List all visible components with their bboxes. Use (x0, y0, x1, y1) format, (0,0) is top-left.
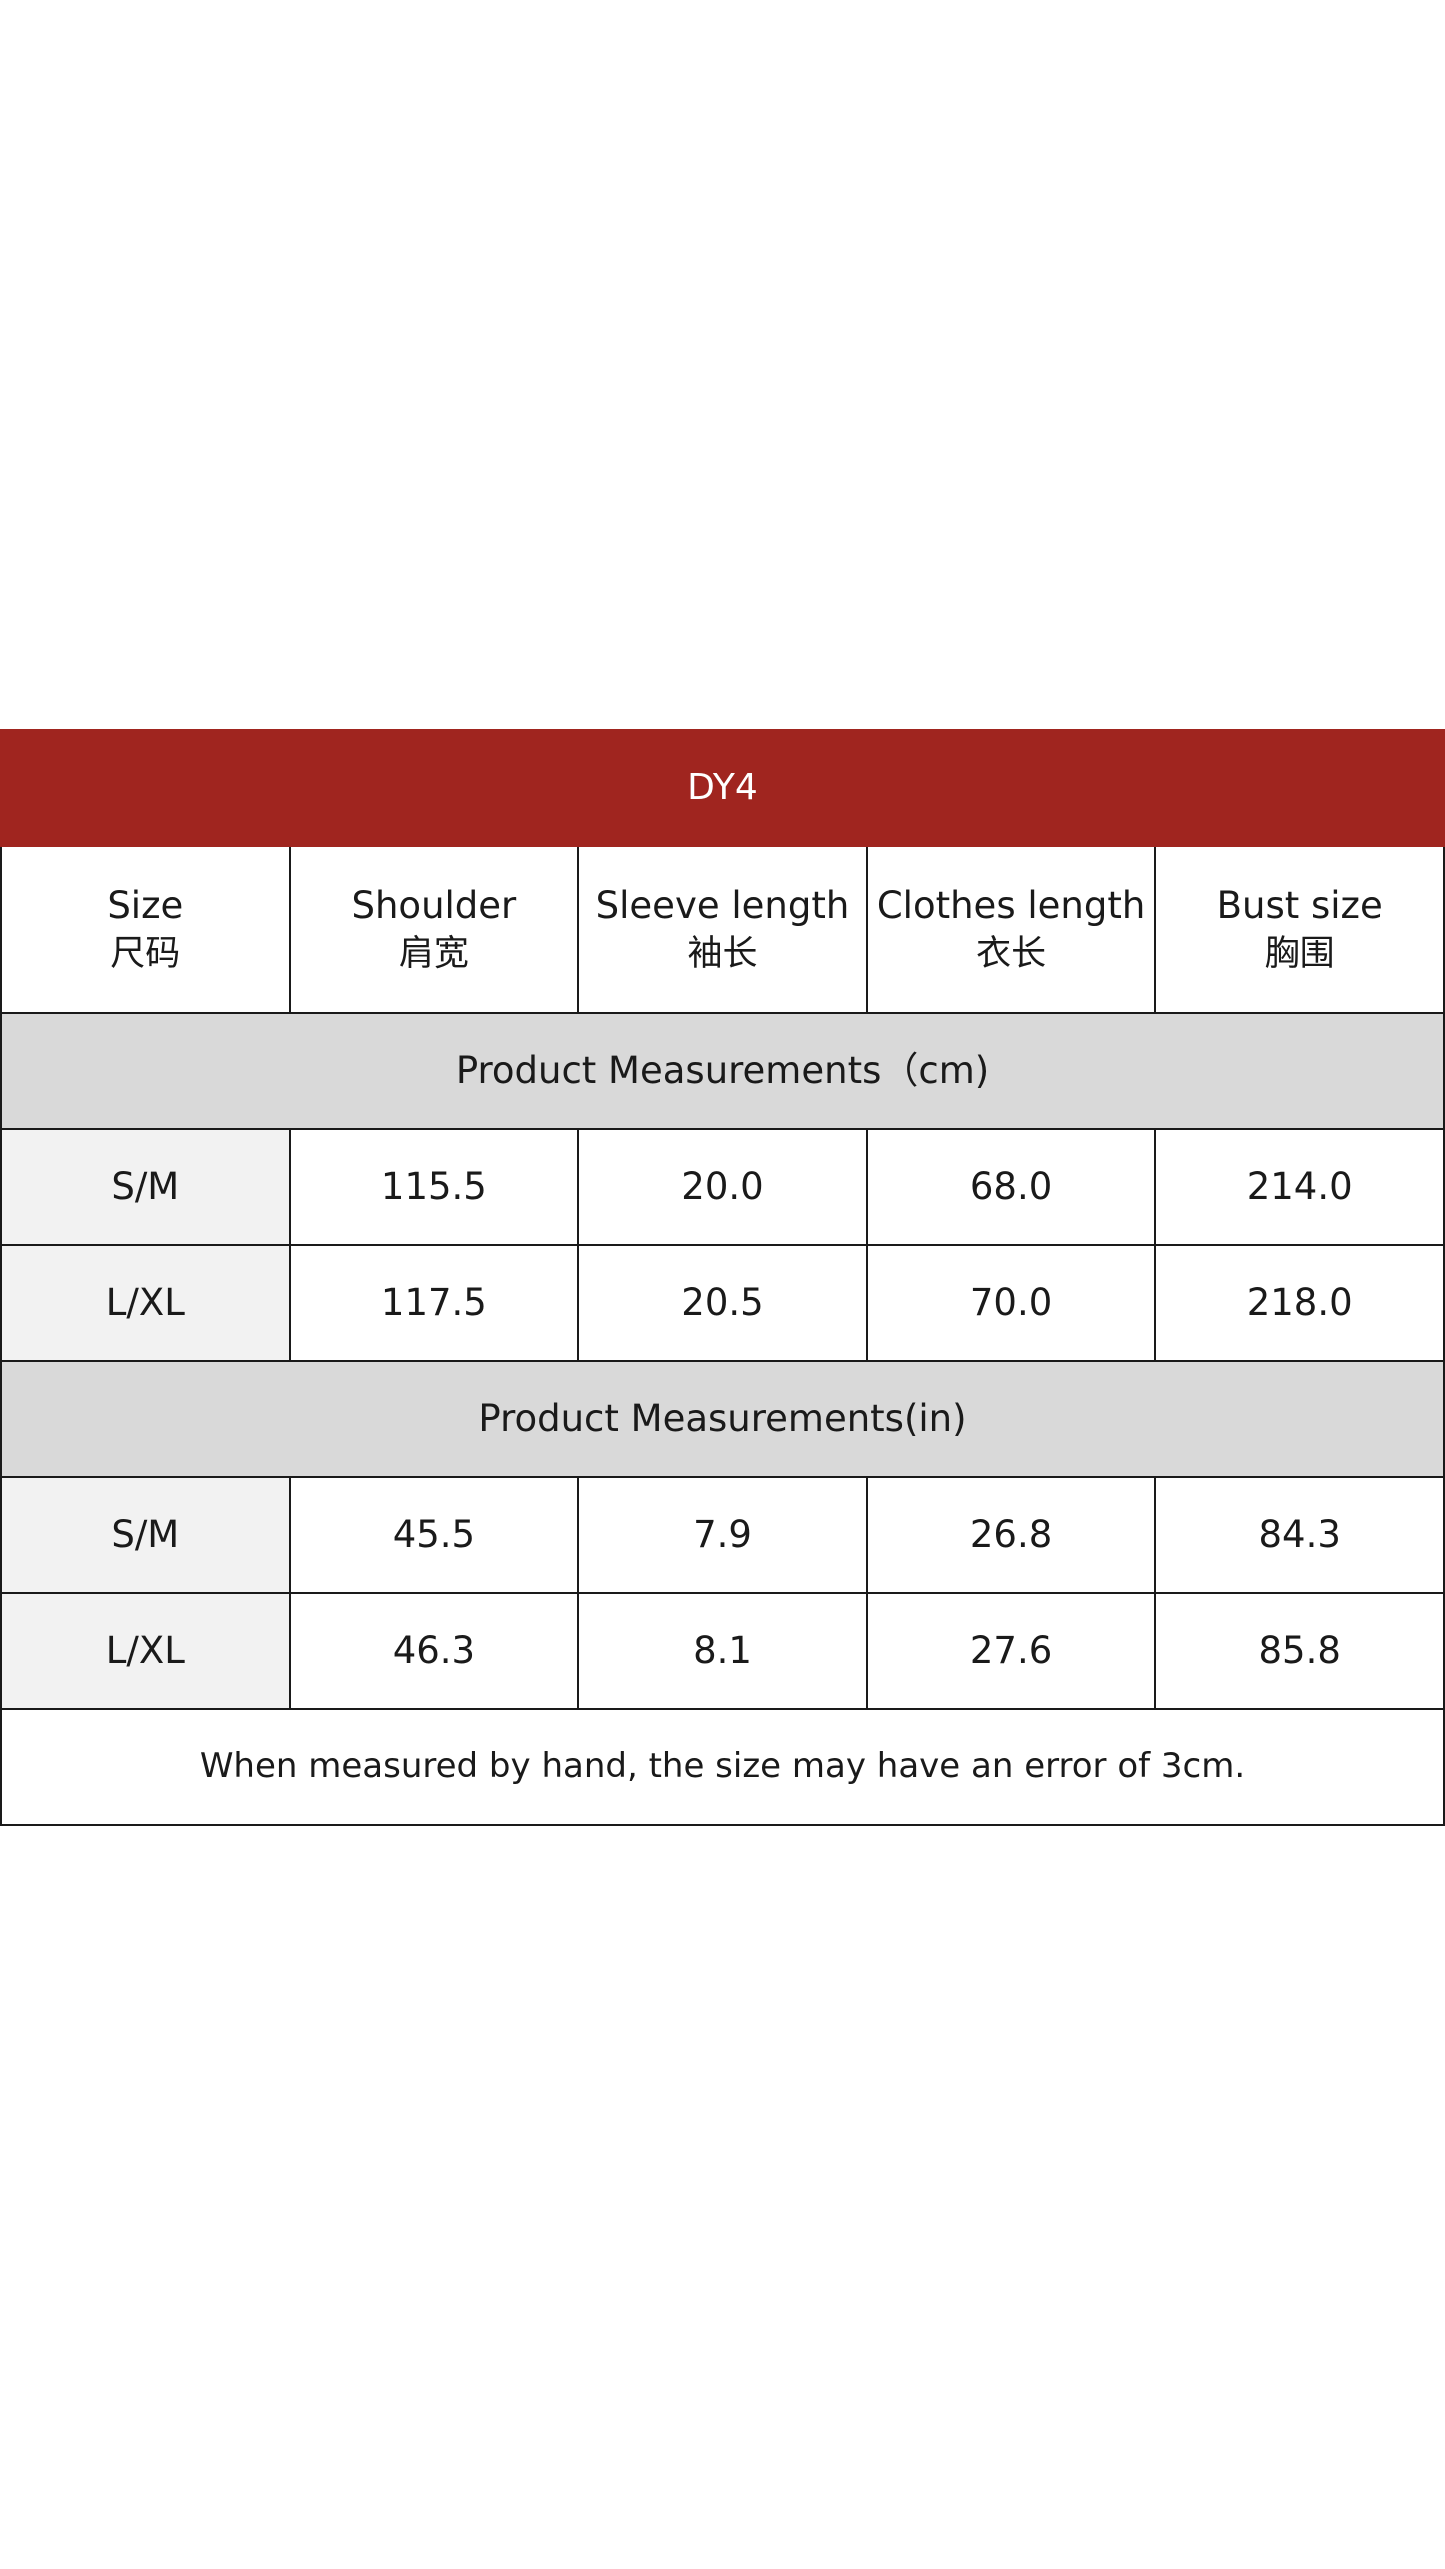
size-cell: L/XL (0, 1244, 291, 1362)
sleeve-length-cell: 20.0 (577, 1128, 868, 1246)
header-sleeve-length-en: Sleeve length (595, 883, 850, 927)
clothes-length-cell: 26.8 (865, 1476, 1157, 1594)
section-label-in: Product Measurements(in) (0, 1360, 1445, 1478)
header-clothes-length-en: Clothes length (876, 883, 1146, 927)
section-row-cm: Product Measurements（cm) (0, 1012, 1445, 1130)
header-bust-size: Bust size 胸围 (1154, 845, 1445, 1014)
clothes-length-cell: 70.0 (865, 1244, 1157, 1362)
size-cell: S/M (0, 1476, 291, 1594)
header-shoulder-zh: 肩宽 (398, 933, 469, 974)
size-cell: S/M (0, 1128, 291, 1246)
table-row: L/XL 46.3 8.1 27.6 85.8 (0, 1592, 1445, 1710)
table-row: L/XL 117.5 20.5 70.0 218.0 (0, 1244, 1445, 1362)
bust-size-cell: 84.3 (1154, 1476, 1445, 1594)
header-clothes-length: Clothes length 衣长 (865, 845, 1157, 1014)
shoulder-cell: 45.5 (288, 1476, 580, 1594)
table-title: DY4 (0, 729, 1445, 847)
section-label-cm: Product Measurements（cm) (0, 1012, 1445, 1130)
sleeve-length-cell: 7.9 (577, 1476, 868, 1594)
sleeve-length-cell: 8.1 (577, 1592, 868, 1710)
header-sleeve-length: Sleeve length 袖长 (577, 845, 868, 1014)
note-row: When measured by hand, the size may have… (0, 1708, 1445, 1826)
header-size: Size 尺码 (0, 845, 291, 1014)
sleeve-length-cell: 20.5 (577, 1244, 868, 1362)
shoulder-cell: 117.5 (288, 1244, 580, 1362)
header-sleeve-length-zh: 袖长 (687, 933, 758, 974)
header-size-en: Size (107, 883, 184, 927)
header-shoulder-en: Shoulder (351, 883, 517, 927)
title-row: DY4 (0, 729, 1445, 847)
header-row: Size 尺码 Shoulder 肩宽 Sleeve length 袖长 Clo… (0, 845, 1445, 1014)
clothes-length-cell: 68.0 (865, 1128, 1157, 1246)
table-row: S/M 45.5 7.9 26.8 84.3 (0, 1476, 1445, 1594)
measurement-note: When measured by hand, the size may have… (0, 1708, 1445, 1826)
clothes-length-cell: 27.6 (865, 1592, 1157, 1710)
shoulder-cell: 115.5 (288, 1128, 580, 1246)
bust-size-cell: 218.0 (1154, 1244, 1445, 1362)
header-clothes-length-zh: 衣长 (976, 933, 1047, 974)
size-cell: L/XL (0, 1592, 291, 1710)
section-row-in: Product Measurements(in) (0, 1360, 1445, 1478)
bust-size-cell: 214.0 (1154, 1128, 1445, 1246)
header-bust-size-en: Bust size (1216, 883, 1383, 927)
header-bust-size-zh: 胸围 (1264, 933, 1335, 974)
size-chart-table: DY4 Size 尺码 Shoulder 肩宽 Sleeve length 袖长… (0, 729, 1445, 1826)
header-shoulder: Shoulder 肩宽 (288, 845, 580, 1014)
header-size-zh: 尺码 (110, 933, 181, 974)
shoulder-cell: 46.3 (288, 1592, 580, 1710)
bust-size-cell: 85.8 (1154, 1592, 1445, 1710)
table-row: S/M 115.5 20.0 68.0 214.0 (0, 1128, 1445, 1246)
